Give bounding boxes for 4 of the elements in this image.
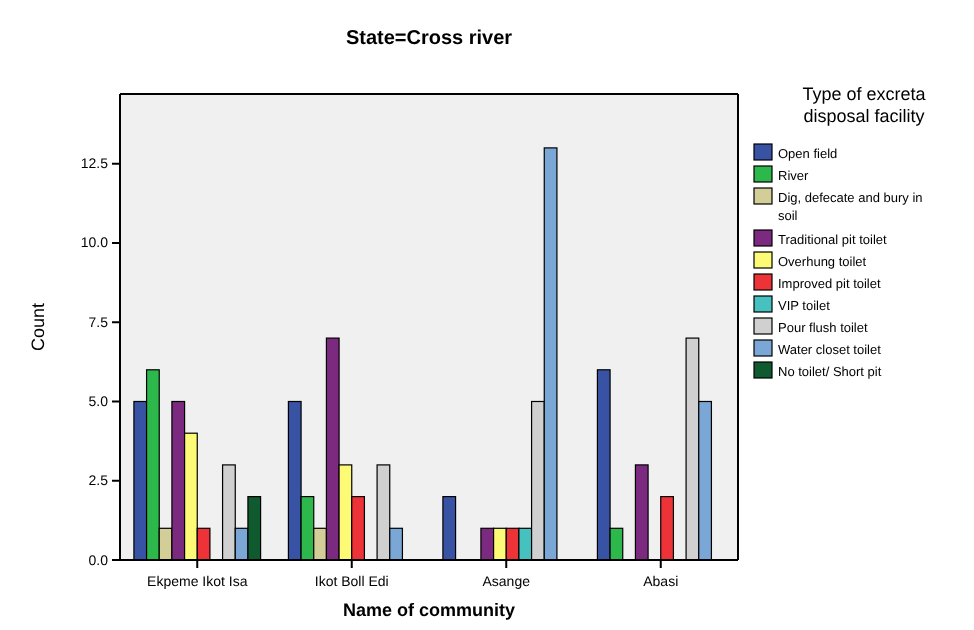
- legend-title: Type of excreta disposal facility: [802, 84, 926, 126]
- y-axis-title: Count: [28, 302, 48, 352]
- chart-title: State=Cross river: [345, 28, 513, 50]
- x-axis-title: Name of community: [342, 600, 516, 620]
